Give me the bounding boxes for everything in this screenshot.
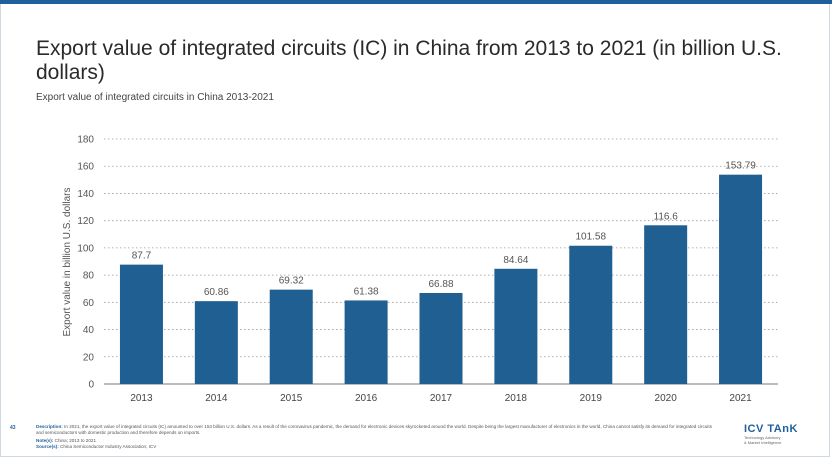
y-tick-label: 20 — [83, 352, 95, 363]
x-tick-label-2019: 2019 — [580, 393, 603, 404]
source-line: Source(s): China Semiconductor Industry … — [36, 444, 716, 450]
value-label-2015: 69.32 — [279, 276, 304, 287]
bars — [119, 174, 763, 384]
company-logo: ICV TAnK Technology Advisory & Market In… — [744, 423, 814, 445]
value-label-2016: 61.38 — [354, 286, 379, 297]
description-label: Description: — [36, 424, 63, 429]
top-rule — [0, 0, 832, 4]
value-label-2018: 84.64 — [503, 255, 528, 266]
value-label-2013: 87.7 — [132, 251, 152, 262]
footer-notes: Description: In 2021, the export value o… — [36, 424, 716, 450]
y-tick-label: 120 — [77, 216, 94, 227]
bar-2019[interactable] — [569, 245, 613, 384]
value-label-2020: 116.6 — [654, 211, 679, 222]
y-tick-label: 100 — [77, 243, 94, 254]
bar-2018[interactable] — [494, 268, 538, 384]
source-label: Source(s): — [36, 444, 59, 449]
note-text: China; 2013 to 2021 — [54, 438, 97, 443]
logo-tagline-1: Technology Advisory — [744, 435, 781, 440]
y-tick-label: 40 — [83, 325, 95, 336]
source-text: China Semiconductor Industry Association… — [60, 444, 157, 449]
y-tick-label: 80 — [83, 271, 95, 282]
bar-2016[interactable] — [344, 300, 388, 384]
x-tick-label-2021: 2021 — [729, 393, 752, 404]
logo-wordmark: ICV TAnK — [744, 423, 798, 435]
value-label-2014: 60.86 — [204, 287, 229, 298]
y-axis-label: Export value in billion U.S. dollars — [62, 188, 73, 337]
x-tick-label-2017: 2017 — [430, 393, 453, 404]
y-tick-label: 140 — [77, 189, 94, 200]
y-tick-label: 60 — [83, 298, 95, 309]
note-line: Note(s): China; 2013 to 2021 — [36, 438, 716, 444]
note-label: Note(s): — [36, 438, 54, 443]
bar-2015[interactable] — [269, 289, 313, 384]
description-text: In 2021, the export value of integrated … — [36, 424, 712, 435]
x-tick-label-2014: 2014 — [205, 393, 228, 404]
bar-2017[interactable] — [419, 292, 463, 384]
value-label-2019: 101.58 — [575, 232, 606, 243]
value-labels: 87.7 60.86 69.32 61.38 66.88 84.64 101.58 116.6… — [132, 161, 757, 298]
x-axis-ticks: 2013 2014 2015 2016 2017 2018 2019 2020 2021 — [130, 393, 752, 404]
description-line: Description: In 2021, the export value o… — [36, 424, 716, 436]
value-label-2021: 153.79 — [725, 161, 756, 172]
y-axis-ticks: 0 20 40 60 80 100 120 140 160 180 — [77, 135, 94, 391]
bar-2021[interactable] — [719, 174, 763, 384]
y-tick-label: 160 — [77, 162, 94, 173]
x-tick-label-2013: 2013 — [130, 393, 153, 404]
bar-2014[interactable] — [194, 301, 238, 384]
bar-chart: 0 20 40 60 80 100 120 140 160 180 87.7 60.86 69.32 6… — [62, 135, 778, 404]
x-tick-label-2018: 2018 — [505, 393, 528, 404]
y-tick-label: 0 — [88, 380, 94, 391]
bar-2013[interactable] — [119, 264, 163, 384]
chart-subtitle: Export value of integrated circuits in C… — [36, 92, 274, 103]
x-tick-label-2015: 2015 — [280, 393, 303, 404]
y-tick-label: 180 — [77, 135, 94, 146]
page-number: 43 — [10, 425, 16, 431]
bar-2020[interactable] — [644, 225, 688, 384]
page-title: Export value of integrated circuits (IC)… — [36, 37, 782, 84]
logo-tagline-2: & Market Intelligence — [744, 440, 782, 445]
x-tick-label-2020: 2020 — [655, 393, 678, 404]
value-label-2017: 66.88 — [428, 279, 453, 290]
x-tick-label-2016: 2016 — [355, 393, 378, 404]
